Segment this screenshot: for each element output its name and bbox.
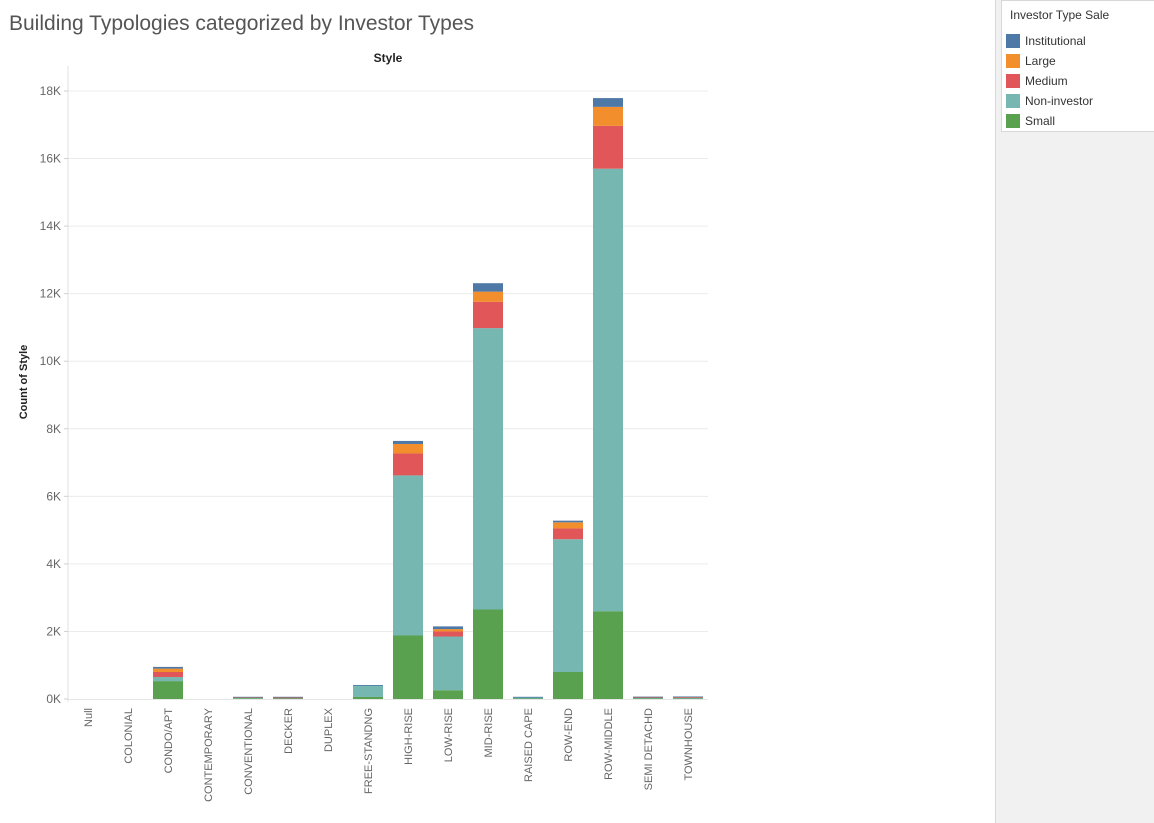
y-tick-label: 6K [46, 489, 61, 503]
bar-segment-large[interactable] [593, 106, 623, 126]
legend-item-institutional[interactable]: Institutional [1006, 33, 1152, 49]
x-tick-label[interactable]: DUPLEX [323, 707, 335, 752]
y-tick-label: 16K [40, 152, 61, 166]
bar-segment-non-investor[interactable] [633, 697, 663, 699]
bar-segment-non-investor[interactable] [433, 636, 463, 691]
x-tick-label[interactable]: CONVENTIONAL [243, 708, 255, 795]
y-tick-label: 8K [46, 422, 61, 436]
bar-segment-institutional[interactable] [633, 696, 663, 698]
bar-segment-institutional[interactable] [513, 696, 543, 698]
bar-segment-non-investor[interactable] [593, 168, 623, 612]
x-tick-label[interactable]: Null [83, 708, 95, 727]
x-tick-label[interactable]: TOWNHOUSE [683, 708, 695, 781]
y-tick-label: 2K [46, 624, 61, 638]
bar-segment-medium[interactable] [393, 453, 423, 476]
bar-segment-small[interactable] [273, 698, 303, 700]
bar-segment-institutional[interactable] [393, 440, 423, 444]
bar-segment-non-investor[interactable] [553, 539, 583, 672]
legend-label: Institutional [1025, 34, 1086, 48]
legend-swatch [1006, 54, 1020, 68]
legend-label: Medium [1025, 74, 1068, 88]
bar-segment-institutional[interactable] [153, 666, 183, 669]
bar-segment-small[interactable] [553, 671, 583, 699]
legend-item-medium[interactable]: Medium [1006, 73, 1152, 89]
bar-segment-non-investor[interactable] [513, 697, 543, 699]
chart-title: Building Typologies categorized by Inves… [9, 12, 475, 35]
x-tick-label[interactable]: ROW-END [563, 708, 575, 762]
y-tick-label: 12K [40, 287, 61, 301]
bar-segment-institutional[interactable] [673, 696, 703, 698]
bar-segment-large[interactable] [433, 629, 463, 632]
bar-segment-non-investor[interactable] [393, 475, 423, 636]
legend-title: Investor Type Sale [1010, 8, 1110, 22]
legend-item-non-investor[interactable]: Non-investor [1006, 93, 1152, 109]
x-tick-label[interactable]: FREE-STANDNG [363, 708, 375, 794]
legend-item-large[interactable]: Large [1006, 53, 1152, 69]
legend-swatch [1006, 74, 1020, 88]
x-tick-label[interactable]: CONTEMPORARY [203, 707, 215, 802]
bar-segment-large[interactable] [553, 522, 583, 529]
x-tick-label[interactable]: CONDO/APT [163, 708, 175, 774]
bar-segment-institutional[interactable] [353, 684, 383, 686]
bar-segment-medium[interactable] [553, 528, 583, 540]
bar-segment-small[interactable] [393, 635, 423, 700]
bar-segment-institutional[interactable] [553, 520, 583, 523]
x-tick-label[interactable]: ROW-MIDDLE [603, 708, 615, 780]
x-tick-label[interactable]: HIGH-RISE [403, 708, 415, 765]
y-tick-label: 14K [40, 219, 61, 233]
bar-segment-small[interactable] [593, 611, 623, 699]
bar-segment-large[interactable] [153, 668, 183, 672]
bar-segment-small[interactable] [473, 609, 503, 699]
bar-segment-small[interactable] [513, 698, 543, 700]
bar-segment-institutional[interactable] [473, 283, 503, 292]
bar-segment-medium[interactable] [473, 301, 503, 329]
bars [153, 98, 703, 700]
x-tick-label[interactable]: DECKER [283, 708, 295, 754]
bar-segment-small[interactable] [433, 690, 463, 699]
legend-label: Small [1025, 114, 1056, 128]
y-tick-label: 10K [40, 354, 61, 368]
legend-label: Large [1025, 54, 1056, 68]
legend[interactable]: Investor Type Sale Institutional Large M… [1001, 0, 1154, 132]
bar-segment-institutional[interactable] [273, 696, 303, 698]
bar-segment-small[interactable] [353, 696, 383, 699]
y-tick-label: 0K [46, 692, 61, 706]
legend-swatch [1006, 94, 1020, 108]
y-tick-label: 4K [46, 557, 61, 571]
bar-segment-non-investor[interactable] [673, 697, 703, 699]
bar-segment-large[interactable] [393, 443, 423, 454]
chart-svg: 0K 2K 4K 6K 8K 10K 12K 14K 16K 18K Null COLONIAL CO… [40, 66, 708, 802]
legend-label: Non-investor [1025, 94, 1094, 108]
legend-swatch [1006, 34, 1020, 48]
bar-segment-medium[interactable] [433, 631, 463, 637]
bar-segment-small[interactable] [153, 681, 183, 699]
bar-segment-institutional[interactable] [593, 98, 623, 107]
side-panel [995, 0, 1154, 823]
x-tick-label[interactable]: COLONIAL [123, 708, 135, 764]
column-header[interactable]: Style [373, 51, 403, 65]
y-axis: 0K 2K 4K 6K 8K 10K 12K 14K 16K 18K [40, 66, 69, 706]
y-tick-label: 18K [40, 84, 61, 98]
bar-segment-medium[interactable] [673, 697, 703, 698]
legend-swatch [1006, 114, 1020, 128]
x-axis: Null COLONIAL CONDO/APT CONTEMPORARY CONVENT… [68, 699, 708, 802]
bar-segment-non-investor[interactable] [473, 328, 503, 610]
x-tick-label[interactable]: SEMI DETACHD [643, 708, 655, 790]
bar-segment-non-investor[interactable] [353, 685, 383, 697]
x-tick-label[interactable]: MID-RISE [483, 708, 495, 758]
bar-segment-small[interactable] [633, 698, 663, 700]
bar-segment-non-investor[interactable] [153, 677, 183, 682]
bar-segment-small[interactable] [673, 698, 703, 700]
bar-segment-medium[interactable] [273, 697, 303, 699]
bar-segment-small[interactable] [233, 698, 263, 700]
legend-item-small[interactable]: Small [1006, 113, 1152, 129]
bar-segment-medium[interactable] [153, 671, 183, 678]
bar-segment-institutional[interactable] [433, 626, 463, 630]
x-tick-label[interactable]: RAISED CAPE [523, 708, 535, 782]
bar-segment-large[interactable] [473, 291, 503, 302]
bar-segment-institutional[interactable] [233, 696, 263, 698]
x-tick-label[interactable]: LOW-RISE [443, 708, 455, 762]
bar-segment-medium[interactable] [593, 125, 623, 169]
